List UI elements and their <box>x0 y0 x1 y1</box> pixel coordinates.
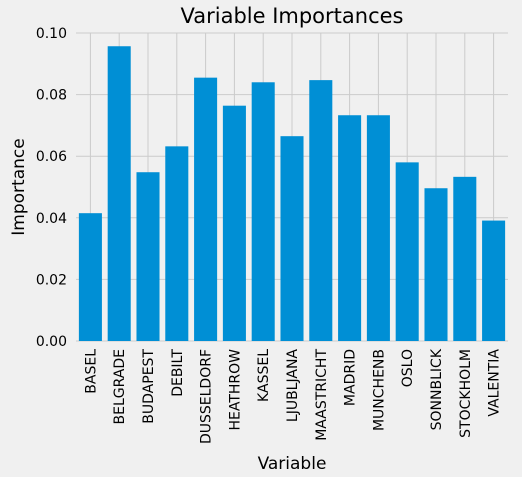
x-tick-label: BASEL <box>83 349 99 394</box>
x-tick-label: LJUBLJANA <box>285 349 301 423</box>
x-tick-label: OSLO <box>400 349 416 387</box>
y-tick-label: 0.00 <box>36 334 67 350</box>
x-tick-label: KASSEL <box>256 349 272 402</box>
bar-munchenb <box>366 115 390 342</box>
x-tick-label: HEATHROW <box>227 349 243 431</box>
x-tick-label: DEBILT <box>170 349 186 397</box>
x-tick-label: MADRID <box>343 349 359 406</box>
bar-kassel <box>251 82 275 341</box>
x-tick-label: STOCKHOLM <box>458 349 474 438</box>
x-tick-label: MAASTRICHT <box>314 349 330 441</box>
bar-valentia <box>482 220 506 341</box>
y-tick-label: 0.08 <box>36 88 67 104</box>
bar-dusseldorf <box>194 77 218 341</box>
bar-madrid <box>338 115 362 342</box>
bar-maastricht <box>309 80 333 342</box>
bar-ljubljana <box>280 136 304 341</box>
y-tick-label: 0.04 <box>36 211 67 227</box>
bar-heathrow <box>222 105 246 341</box>
x-tick-label: BUDAPEST <box>141 349 157 424</box>
x-tick-label: DUSSELDORF <box>199 349 215 444</box>
y-axis-ticks: 0.00 0.02 0.04 0.06 0.08 0.10 <box>36 26 67 350</box>
bar-basel <box>78 213 102 341</box>
x-axis-ticks: BASEL BELGRADE BUDAPEST DEBILT DUSSELDORF HEA… <box>83 348 502 444</box>
chart-title: Variable Importances <box>181 4 404 28</box>
bar-oslo <box>395 162 419 341</box>
y-tick-label: 0.02 <box>36 272 67 288</box>
bar-budapest <box>136 172 160 341</box>
x-tick-label: SONNBLICK <box>429 348 445 430</box>
x-tick-label: VALENTIA <box>487 349 503 417</box>
x-axis-title: Variable <box>258 454 327 474</box>
bar-debilt <box>165 146 189 341</box>
bar-belgrade <box>107 46 131 342</box>
x-tick-label: BELGRADE <box>112 349 128 424</box>
bar-stockholm <box>453 176 477 341</box>
y-tick-label: 0.10 <box>36 26 67 42</box>
y-tick-label: 0.06 <box>36 149 67 165</box>
y-axis-title: Importance <box>9 138 29 235</box>
bar-sonnblick <box>424 188 448 341</box>
x-tick-label: MUNCHENB <box>371 349 387 431</box>
bars-layer <box>78 46 506 342</box>
